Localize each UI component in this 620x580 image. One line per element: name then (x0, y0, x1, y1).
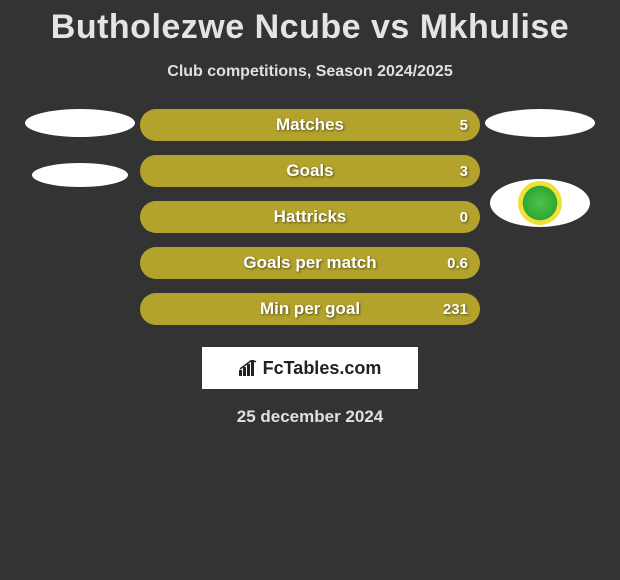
watermark-text: FcTables.com (239, 358, 382, 379)
bar-chart-icon (239, 360, 259, 376)
stat-bars-column: Matches 5 Goals 3 Hattricks 0 Goals per … (140, 109, 480, 325)
stat-label: Min per goal (260, 299, 360, 319)
right-side-column (480, 109, 600, 325)
stat-value-right: 0 (460, 209, 468, 226)
stat-value-right: 231 (443, 301, 468, 318)
page-subtitle: Club competitions, Season 2024/2025 (0, 63, 620, 81)
club-logo (490, 179, 590, 227)
page-title: Butholezwe Ncube vs Mkhulise (0, 0, 620, 47)
stats-area: Matches 5 Goals 3 Hattricks 0 Goals per … (0, 109, 620, 325)
left-side-column (20, 109, 140, 325)
stat-row-goals: Goals 3 (140, 155, 480, 187)
stat-label: Matches (276, 115, 344, 135)
stat-value-right: 0.6 (447, 255, 468, 272)
player2-badge-placeholder (485, 109, 595, 137)
stat-row-matches: Matches 5 (140, 109, 480, 141)
stat-label: Hattricks (274, 207, 347, 227)
club-logo-inner (518, 181, 562, 225)
date-text: 25 december 2024 (0, 407, 620, 427)
stat-row-hattricks: Hattricks 0 (140, 201, 480, 233)
watermark-label: FcTables.com (263, 358, 382, 379)
player1-badge-placeholder-1 (25, 109, 135, 137)
stat-value-right: 3 (460, 163, 468, 180)
player1-badge-placeholder-2 (32, 163, 128, 187)
stat-row-min-per-goal: Min per goal 231 (140, 293, 480, 325)
stat-label: Goals per match (243, 253, 376, 273)
stat-label: Goals (286, 161, 333, 181)
stat-row-goals-per-match: Goals per match 0.6 (140, 247, 480, 279)
club-logo-wrap (490, 179, 590, 227)
watermark-box: FcTables.com (202, 347, 418, 389)
stat-value-right: 5 (460, 117, 468, 134)
